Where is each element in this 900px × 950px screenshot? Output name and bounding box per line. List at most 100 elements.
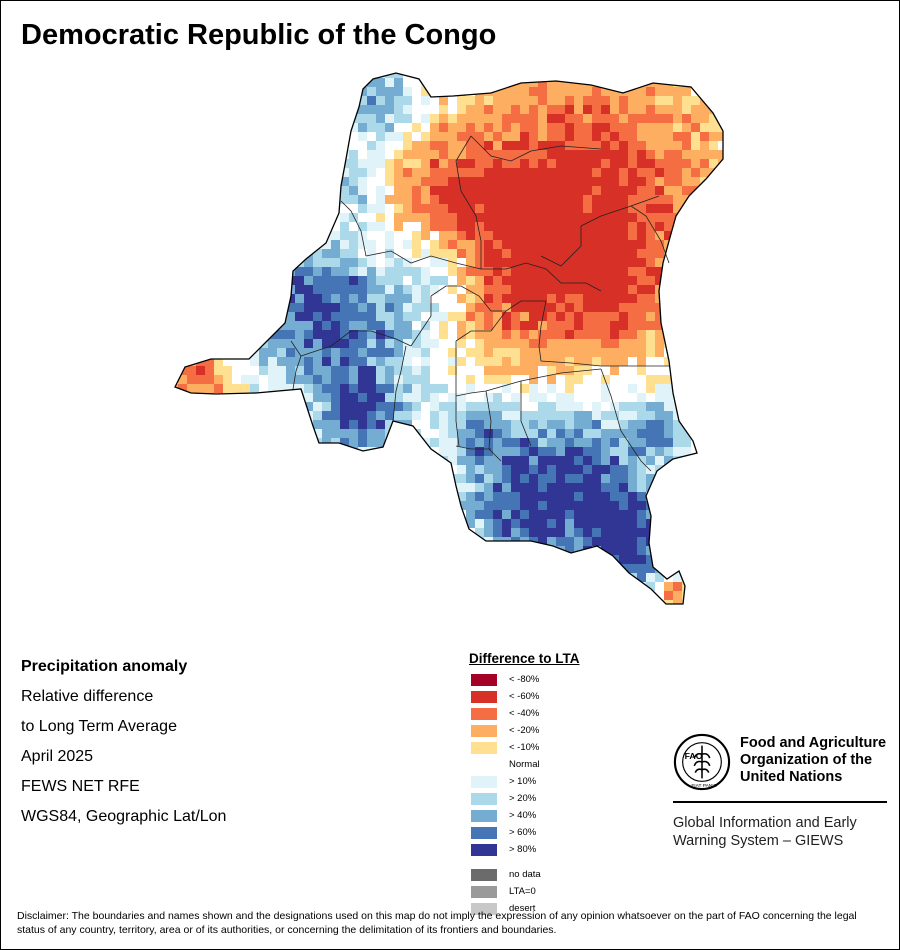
raster-cell [583,258,592,267]
raster-cell [268,141,277,150]
raster-cell [556,87,565,96]
raster-cell [331,429,340,438]
raster-cell [457,123,466,132]
raster-cell [700,159,709,168]
raster-cell [232,492,241,501]
raster-cell [322,321,331,330]
raster-cell [646,96,655,105]
raster-cell [601,501,610,510]
raster-cell [646,474,655,483]
raster-cell [187,564,196,573]
raster-cell [376,294,385,303]
raster-cell [493,447,502,456]
raster-cell [619,294,628,303]
raster-cell [421,105,430,114]
raster-cell [538,222,547,231]
raster-cell [520,195,529,204]
raster-cell [223,231,232,240]
raster-cell [655,501,664,510]
raster-cell [538,564,547,573]
raster-cell [412,510,421,519]
raster-cell [196,519,205,528]
raster-cell [313,204,322,213]
raster-cell [628,447,637,456]
raster-cell [565,186,574,195]
raster-cell [493,303,502,312]
raster-cell [385,456,394,465]
raster-cell [628,186,637,195]
raster-cell [691,240,700,249]
raster-cell [565,222,574,231]
raster-cell [178,222,187,231]
raster-cell [412,348,421,357]
raster-cell [520,465,529,474]
raster-cell [421,222,430,231]
raster-cell [250,222,259,231]
raster-cell [286,528,295,537]
raster-cell [250,114,259,123]
raster-cell [493,609,502,618]
raster-cell [655,105,664,114]
raster-cell [718,456,723,465]
raster-cell [175,519,178,528]
raster-cell [214,528,223,537]
raster-cell [592,96,601,105]
raster-cell [313,555,322,564]
raster-cell [556,159,565,168]
raster-cell [178,492,187,501]
raster-cell [556,73,565,78]
raster-cell [196,73,205,78]
raster-cell [331,474,340,483]
raster-cell [466,249,475,258]
raster-cell [304,438,313,447]
raster-cell [529,276,538,285]
raster-cell [214,213,223,222]
raster-cell [349,483,358,492]
raster-cell [493,231,502,240]
raster-cell [709,96,718,105]
raster-cell [475,519,484,528]
raster-cell [565,528,574,537]
raster-cell [475,384,484,393]
raster-cell [403,393,412,402]
raster-cell [529,177,538,186]
raster-cell [457,240,466,249]
raster-cell [358,366,367,375]
raster-cell [466,546,475,555]
raster-cell [376,591,385,600]
info-line: to Long Term Average [21,718,177,735]
raster-cell [322,483,331,492]
raster-cell [628,564,637,573]
raster-cell [520,384,529,393]
raster-cell [601,87,610,96]
raster-cell [646,366,655,375]
raster-cell [304,177,313,186]
raster-cell [331,357,340,366]
province-boundary [455,341,460,447]
raster-cell [187,213,196,222]
raster-cell [340,78,349,87]
raster-cell [268,546,277,555]
raster-cell [376,231,385,240]
raster-cell [565,402,574,411]
raster-cell [709,132,718,141]
raster-cell [646,195,655,204]
raster-cell [718,294,723,303]
raster-cell [268,393,277,402]
raster-cell [511,339,520,348]
raster-cell [268,123,277,132]
raster-cell [565,168,574,177]
raster-cell [493,492,502,501]
raster-cell [691,465,700,474]
raster-cell [175,96,178,105]
raster-cell [583,501,592,510]
raster-cell [322,537,331,546]
raster-cell [241,411,250,420]
raster-cell [349,429,358,438]
raster-cell [601,591,610,600]
raster-cell [385,177,394,186]
raster-cell [394,222,403,231]
raster-cell [574,204,583,213]
raster-cell [619,132,628,141]
raster-cell [286,73,295,78]
